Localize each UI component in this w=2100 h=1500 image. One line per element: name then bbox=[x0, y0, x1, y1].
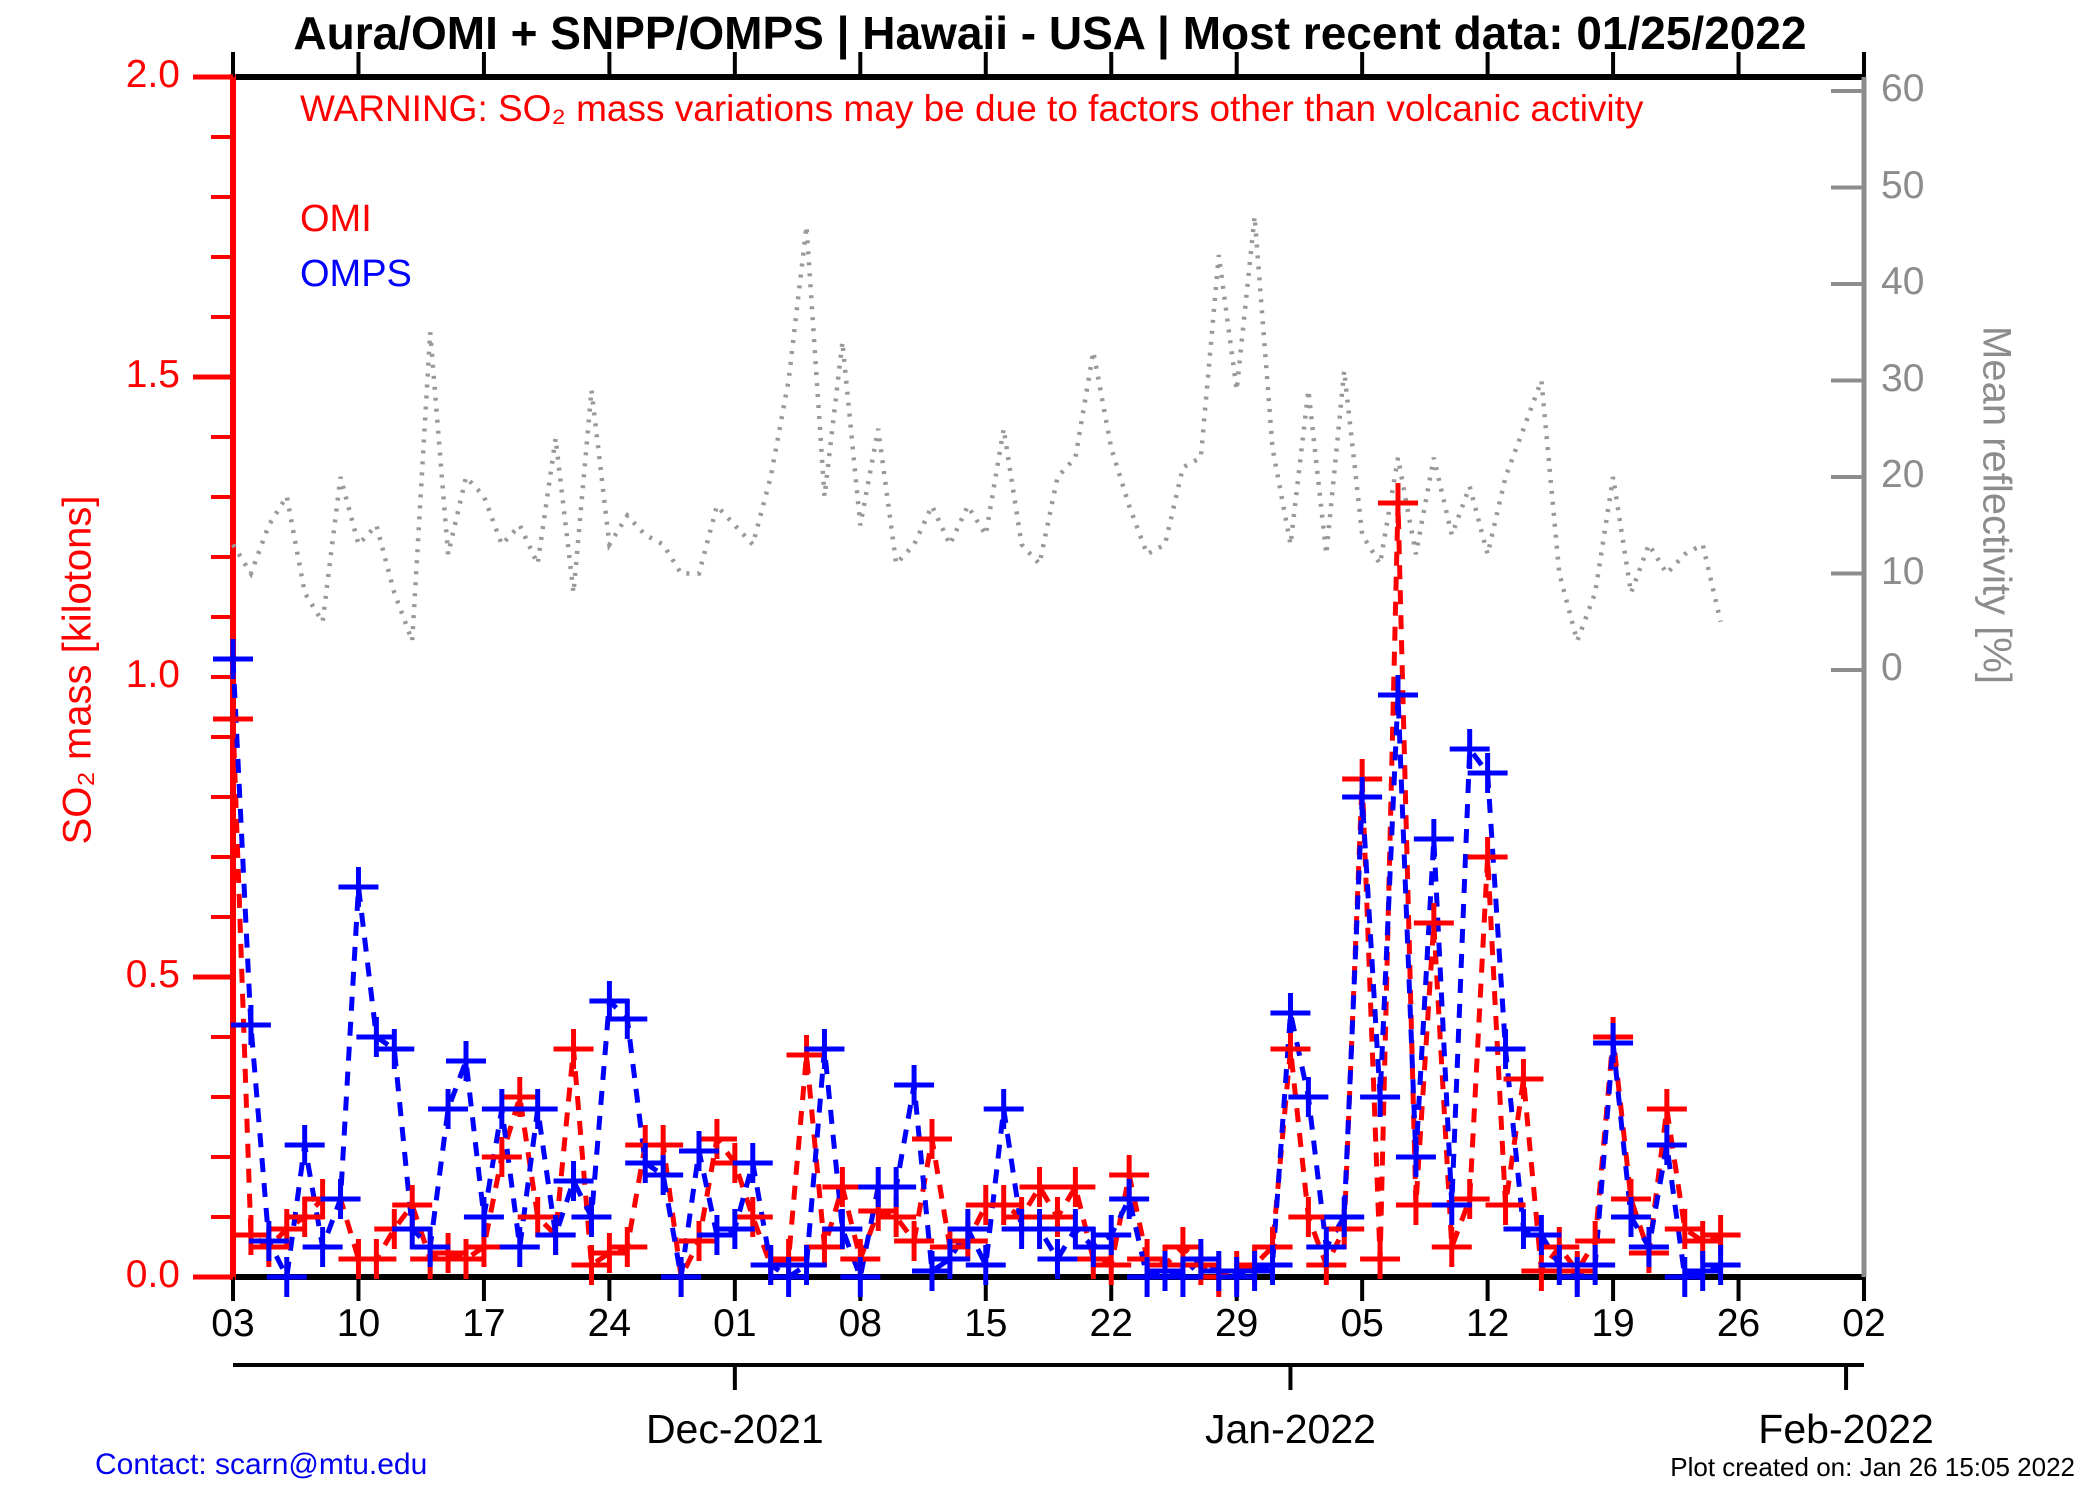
x-axis-tick-label: 08 bbox=[838, 1302, 882, 1345]
x-axis-tick-label: 24 bbox=[587, 1302, 632, 1345]
x-axis-tick-label: 12 bbox=[1465, 1302, 1510, 1345]
x-axis-tick-label: 02 bbox=[1842, 1302, 1886, 1345]
x-axis-tick-label: 29 bbox=[1214, 1302, 1259, 1345]
y-right-tick-label: 60 bbox=[1881, 67, 1925, 110]
x-axis-tick-label: 17 bbox=[462, 1302, 506, 1345]
y-left-tick-label: 0.5 bbox=[125, 953, 180, 996]
y-right-tick-label: 50 bbox=[1881, 163, 1925, 207]
y-right-tick-label: 30 bbox=[1881, 356, 1925, 400]
contact-email-link[interactable]: Contact: scarn@mtu.edu bbox=[95, 1448, 428, 1481]
plot-created-timestamp: Plot created on: Jan 26 15:05 2022 bbox=[1670, 1452, 2075, 1482]
y-left-tick-label: 1.5 bbox=[125, 353, 180, 396]
month-tick-label: Jan-2022 bbox=[1204, 1406, 1376, 1452]
x-axis-tick-label: 01 bbox=[713, 1302, 757, 1345]
x-axis-tick-label: 05 bbox=[1340, 1302, 1384, 1345]
x-axis-tick-label: 10 bbox=[336, 1302, 381, 1345]
y-left-tick-label: 0.0 bbox=[125, 1253, 180, 1296]
y-left-tick-label: 1.0 bbox=[125, 653, 180, 696]
x-axis-tick-label: 22 bbox=[1089, 1302, 1133, 1345]
x-axis-tick-label: 03 bbox=[211, 1302, 255, 1345]
warning-text: WARNING: SO₂ mass variations may be due … bbox=[300, 88, 1644, 129]
y-right-tick-label: 20 bbox=[1881, 453, 1925, 496]
omi-series-line bbox=[230, 502, 1722, 1286]
month-tick-label: Feb-2022 bbox=[1758, 1406, 1934, 1452]
x-axis-tick-label: 19 bbox=[1591, 1302, 1635, 1345]
y-right-axis-title: Mean reflectivity [%] bbox=[1974, 326, 2019, 684]
x-axis-tick-label: 15 bbox=[964, 1302, 1008, 1345]
omps-series-line bbox=[230, 658, 1722, 1287]
legend-omps-label: OMPS bbox=[300, 253, 412, 295]
reflectivity-series-line bbox=[231, 216, 1723, 649]
x-axis-tick-label: 26 bbox=[1716, 1302, 1761, 1345]
y-right-tick-label: 0 bbox=[1881, 646, 1903, 689]
y-right-tick-label: 40 bbox=[1881, 260, 1925, 303]
y-right-tick-label: 10 bbox=[1881, 549, 1925, 593]
chart-title: Aura/OMI + SNPP/OMPS | Hawaii - USA | Mo… bbox=[293, 7, 1807, 59]
legend-omi-label: OMI bbox=[300, 198, 372, 240]
month-tick-label: Dec-2021 bbox=[645, 1406, 824, 1452]
y-left-tick-label: 2.0 bbox=[125, 53, 180, 96]
